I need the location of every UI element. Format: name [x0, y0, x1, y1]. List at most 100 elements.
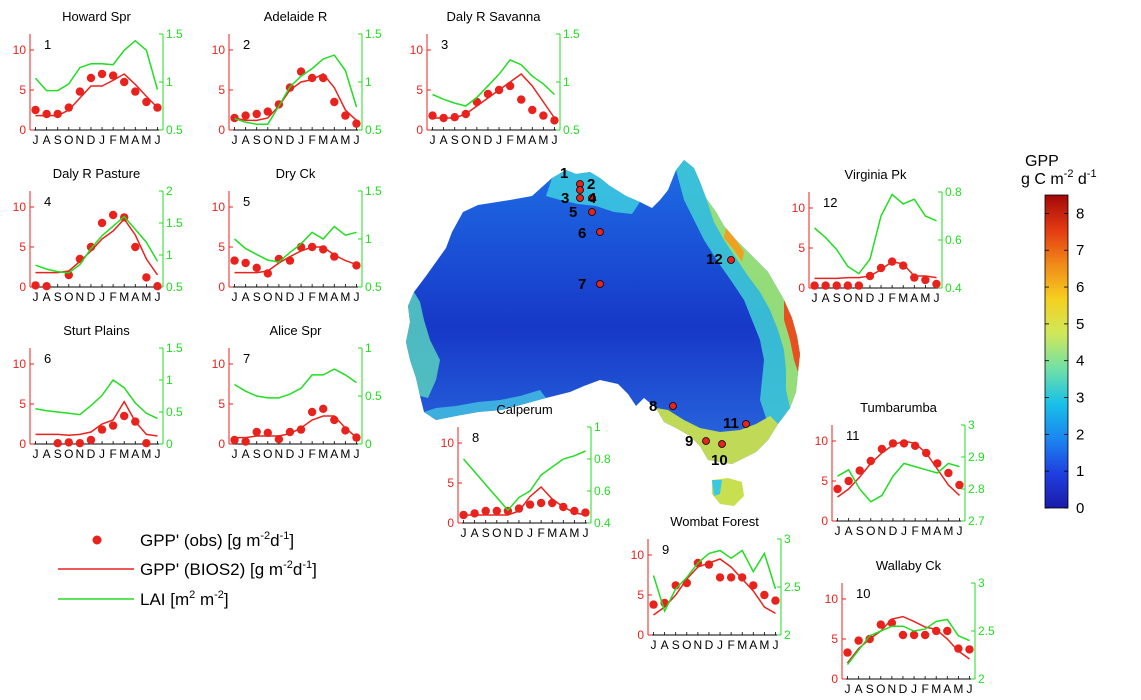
month-label: M — [516, 133, 526, 147]
month-label: F — [537, 526, 544, 540]
month-label: O — [64, 133, 73, 147]
month-label: A — [43, 133, 51, 147]
y2-tick-label: 2.9 — [968, 450, 985, 464]
map-top-end-band — [546, 170, 640, 214]
obs-point — [821, 281, 830, 290]
month-label: J — [33, 133, 39, 147]
site-label: 5 — [569, 204, 577, 221]
obs-point — [738, 573, 747, 582]
obs-point — [944, 468, 953, 478]
month-label: J — [298, 447, 304, 461]
month-label: O — [866, 524, 875, 538]
obs-point — [53, 439, 62, 448]
y-tick-label: 5 — [218, 240, 225, 254]
month-label: M — [953, 682, 963, 696]
month-label: A — [330, 290, 338, 304]
month-label: F — [888, 291, 895, 305]
obs-point — [581, 508, 590, 517]
tasmania-west — [712, 480, 722, 496]
y-tick-label: 10 — [410, 43, 424, 57]
model-line — [234, 73, 358, 122]
map-nsw-coast-hot — [784, 300, 800, 372]
y2-tick-label: 0.6 — [594, 484, 611, 498]
site-number-label: 10 — [856, 586, 870, 601]
model-line — [234, 246, 357, 274]
month-label: N — [76, 133, 85, 147]
site-number-label: 6 — [44, 351, 51, 366]
obs-point — [481, 506, 490, 516]
lai-line — [35, 378, 158, 420]
model-line — [463, 485, 586, 516]
y2-tick-label: 1 — [166, 248, 173, 262]
colorbar-tick-label: 6 — [1076, 279, 1084, 296]
y2-tick-label: 0.4 — [594, 516, 611, 530]
lai-line — [234, 225, 357, 263]
obs-point — [888, 439, 898, 448]
month-label: J — [835, 524, 841, 538]
y2-tick-label: 0 — [365, 437, 372, 451]
obs-point — [75, 87, 85, 96]
y2-tick-label: 2.5 — [784, 580, 801, 594]
month-label: A — [661, 638, 669, 652]
lai-line — [846, 618, 970, 666]
site-marker — [742, 420, 750, 428]
month-label: J — [496, 133, 502, 147]
y2-tick-label: 2.7 — [968, 514, 985, 528]
month-label: J — [911, 682, 917, 696]
month-label: J — [582, 526, 588, 540]
site-number-label: 4 — [44, 194, 51, 209]
month-label: M — [318, 447, 328, 461]
y2-tick-label: 1 — [563, 75, 570, 89]
month-label: A — [822, 291, 830, 305]
obs-point — [97, 218, 107, 228]
obs-point — [920, 630, 930, 640]
obs-point — [341, 111, 350, 120]
y-tick-label: 10 — [13, 357, 27, 371]
obs-point — [866, 456, 875, 466]
obs-point — [75, 439, 85, 448]
site-number-label: 5 — [243, 194, 250, 209]
site-marker — [702, 437, 710, 445]
month-label: M — [340, 447, 350, 461]
panel-title: Adelaide R — [264, 9, 328, 24]
model-line — [432, 73, 556, 119]
obs-point — [876, 620, 885, 629]
obs-point — [108, 421, 118, 430]
obs-point — [252, 263, 261, 272]
month-label: J — [99, 290, 105, 304]
month-label: J — [812, 291, 818, 305]
obs-point — [760, 590, 769, 600]
month-label: A — [330, 133, 338, 147]
model-line — [653, 558, 776, 616]
month-label: N — [694, 638, 703, 652]
month-label: J — [717, 638, 723, 652]
month-label: J — [461, 526, 467, 540]
lai-line — [837, 462, 960, 503]
y2-tick-label: 3 — [968, 418, 975, 432]
model-line — [35, 73, 159, 117]
obs-point — [108, 210, 118, 220]
y-tick-label: 0 — [19, 437, 26, 451]
lai-line — [234, 54, 358, 125]
y-tick-label: 0 — [798, 281, 805, 295]
month-label: M — [759, 638, 769, 652]
y-tick-label: 0 — [218, 280, 225, 294]
obs-point — [854, 281, 864, 290]
month-label: J — [298, 290, 304, 304]
month-label: S — [54, 133, 62, 147]
obs-point — [307, 407, 317, 417]
month-label: A — [440, 133, 448, 147]
month-label: O — [263, 290, 272, 304]
obs-point — [844, 476, 853, 486]
lai-line — [34, 39, 159, 92]
month-label: A — [242, 133, 250, 147]
obs-point — [749, 581, 758, 590]
obs-point — [86, 73, 96, 83]
panel-title: Wombat Forest — [670, 514, 759, 529]
obs-point — [142, 273, 151, 282]
month-label: N — [275, 133, 284, 147]
